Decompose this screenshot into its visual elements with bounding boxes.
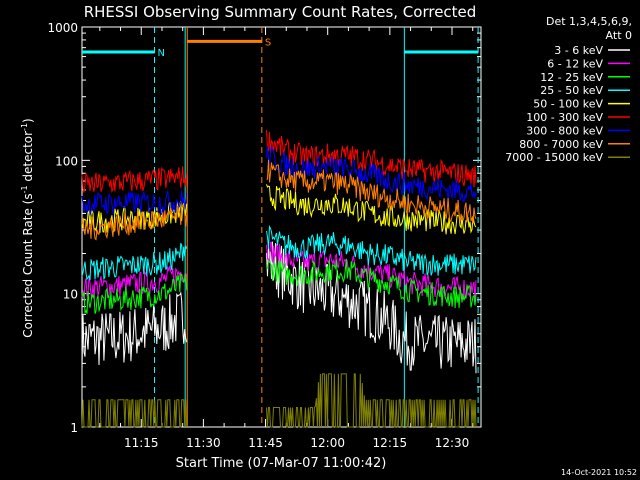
x-tick-label: 11:15 [124,436,159,450]
series-line [81,144,477,216]
x-tick-label: 12:15 [373,436,408,450]
legend-label: 12 - 25 keV [540,71,603,84]
series-line [81,258,477,314]
y-axis-label-end: ) [21,118,35,123]
plot-frame [81,26,482,428]
legend-label: 6 - 12 keV [547,57,603,70]
y-axis-label: Corrected Count Rate (s-1 detector-1) [20,118,35,337]
flag-label-S: S [265,37,271,48]
legend-label: 7000 - 15000 keV [505,151,603,164]
series-line [81,373,477,428]
y-tick-label: 100 [55,154,78,168]
legend-header-line1: Det 1,3,4,5,6,9, [546,15,632,28]
y-axis-label-mid: detector [21,131,35,186]
y-axis-label-main: Corrected Count Rate (s [21,193,35,337]
x-tick-label: 11:30 [186,436,221,450]
series-line [81,224,477,281]
series-line [81,159,477,241]
plot-area: 1 10 100 1000 11:15 11:30 11:45 12:00 12:15 12:30… [47,21,482,450]
legend-header-line2: Att 0 [606,29,632,42]
legend-label: 100 - 300 keV [526,111,603,124]
x-tick-label: 12:30 [435,436,470,450]
y-tick-label: 10 [63,288,78,302]
y-tick-label: 1 [70,421,78,435]
y-tick-label: 1000 [47,21,78,35]
y-axis-label-sup: -1 [20,185,29,193]
flag-label-N: N [158,48,165,59]
legend-label: 50 - 100 keV [533,98,603,111]
series-line [81,129,477,194]
chart-title: RHESSI Observing Summary Count Rates, Co… [84,3,477,21]
series-line [81,241,477,300]
x-axis-label: Start Time (07-Mar-07 11:00:42) [176,456,387,471]
x-tick-label: 11:45 [248,436,283,450]
y-axis-label-sup2: -1 [20,123,29,131]
legend-label: 300 - 800 keV [526,124,603,137]
legend-label: 800 - 7000 keV [519,138,603,151]
footer-timestamp: 14-Oct-2021 10:52 [561,468,637,477]
x-tick-label: 12:00 [310,436,345,450]
legend-label: 25 - 50 keV [540,84,603,97]
legend-label: 3 - 6 keV [554,44,603,57]
